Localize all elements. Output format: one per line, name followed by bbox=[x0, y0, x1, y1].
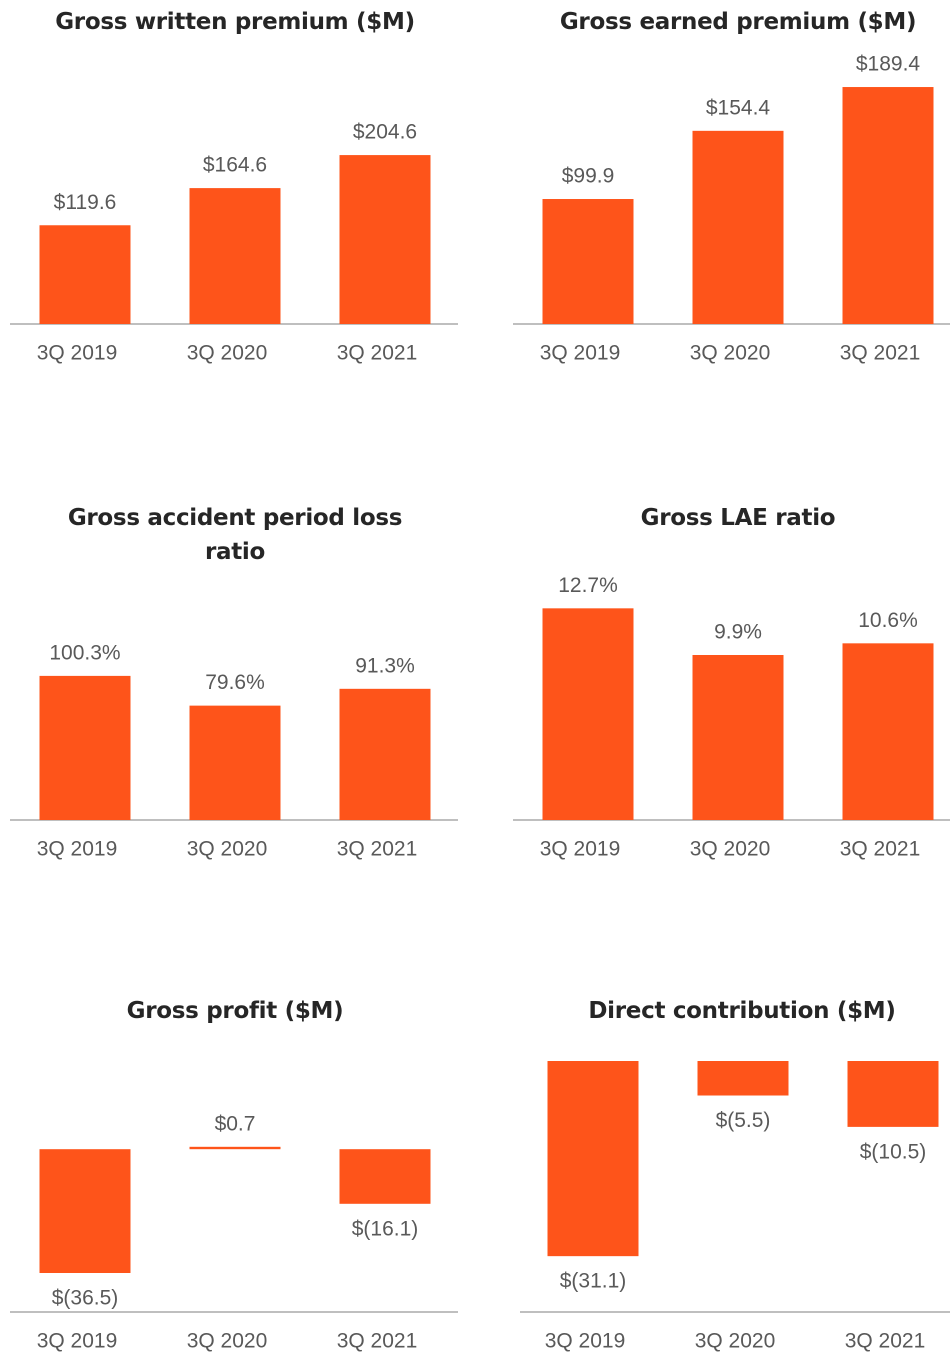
chart-title: Gross profit ($M) bbox=[126, 998, 344, 1024]
chart-title: Direct contribution ($M) bbox=[588, 998, 896, 1024]
chart-title: Gross accident period loss ratio bbox=[67, 505, 403, 565]
value-label: $(16.1) bbox=[352, 1217, 419, 1240]
x-tick-label: 3Q 2021 bbox=[337, 1330, 418, 1353]
bar bbox=[842, 643, 934, 820]
x-tick-label: 3Q 2021 bbox=[840, 838, 921, 861]
x-tick-label: 3Q 2020 bbox=[690, 838, 771, 861]
value-label: $(31.1) bbox=[560, 1270, 627, 1293]
value-label: $(5.5) bbox=[716, 1109, 771, 1132]
x-tick-label: 3Q 2020 bbox=[187, 1330, 268, 1353]
x-tick-label: 3Q 2019 bbox=[37, 342, 118, 365]
bar bbox=[189, 188, 281, 324]
chart-title: Gross written premium ($M) bbox=[55, 9, 415, 35]
bar bbox=[842, 87, 934, 324]
bar bbox=[547, 1061, 639, 1257]
x-tick-label: 3Q 2019 bbox=[37, 838, 118, 861]
x-tick-label: 3Q 2021 bbox=[845, 1330, 926, 1353]
value-label: 91.3% bbox=[355, 654, 415, 677]
x-tick-label: 3Q 2020 bbox=[690, 342, 771, 365]
value-label: $(10.5) bbox=[860, 1140, 927, 1163]
x-tick-label: 3Q 2021 bbox=[840, 342, 921, 365]
value-label: $99.9 bbox=[562, 165, 615, 188]
bar bbox=[542, 608, 634, 820]
value-label: 100.3% bbox=[49, 641, 120, 664]
x-tick-label: 3Q 2019 bbox=[540, 342, 621, 365]
chart-title: Gross earned premium ($M) bbox=[559, 9, 917, 35]
bar bbox=[697, 1061, 789, 1096]
bar bbox=[339, 155, 431, 324]
value-label: $164.6 bbox=[203, 154, 267, 177]
chart-title: Gross LAE ratio bbox=[640, 505, 836, 531]
bar bbox=[39, 1149, 131, 1273]
value-label: $154.4 bbox=[706, 96, 771, 119]
bar bbox=[692, 130, 784, 324]
value-label: $0.7 bbox=[215, 1112, 256, 1135]
value-label: 79.6% bbox=[205, 671, 265, 694]
x-tick-label: 3Q 2019 bbox=[540, 838, 621, 861]
x-tick-label: 3Q 2019 bbox=[37, 1330, 118, 1353]
x-tick-label: 3Q 2020 bbox=[187, 342, 268, 365]
value-label: $(36.5) bbox=[52, 1287, 119, 1310]
bar bbox=[339, 688, 431, 820]
x-tick-label: 3Q 2020 bbox=[187, 838, 268, 861]
bar bbox=[189, 705, 281, 820]
value-label: 10.6% bbox=[858, 609, 918, 632]
bar bbox=[189, 1146, 281, 1150]
bar bbox=[39, 225, 131, 324]
value-label: $204.6 bbox=[353, 121, 417, 144]
bar bbox=[339, 1149, 431, 1204]
value-label: $189.4 bbox=[856, 53, 921, 76]
x-tick-label: 3Q 2019 bbox=[545, 1330, 626, 1353]
x-tick-label: 3Q 2021 bbox=[337, 342, 418, 365]
value-label: $119.6 bbox=[54, 191, 117, 214]
x-tick-label: 3Q 2020 bbox=[695, 1330, 776, 1353]
bar bbox=[692, 655, 784, 820]
value-label: 12.7% bbox=[558, 574, 618, 597]
bar bbox=[542, 199, 634, 324]
value-label: 9.9% bbox=[714, 621, 762, 644]
bar bbox=[39, 675, 131, 820]
x-tick-label: 3Q 2021 bbox=[337, 838, 418, 861]
bar bbox=[847, 1061, 939, 1127]
